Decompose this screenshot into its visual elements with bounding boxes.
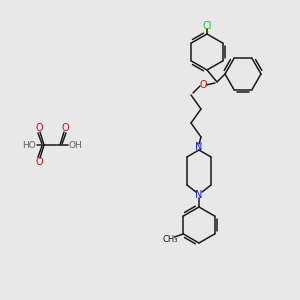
Text: Cl: Cl [202,21,212,31]
Text: O: O [35,157,43,167]
Text: OH: OH [68,140,82,149]
Text: N: N [195,142,203,152]
Text: O: O [61,123,69,133]
Text: N: N [195,190,203,200]
Text: O: O [199,80,207,90]
Text: CH₃: CH₃ [163,236,178,244]
Text: HO: HO [22,140,36,149]
Text: O: O [35,123,43,133]
